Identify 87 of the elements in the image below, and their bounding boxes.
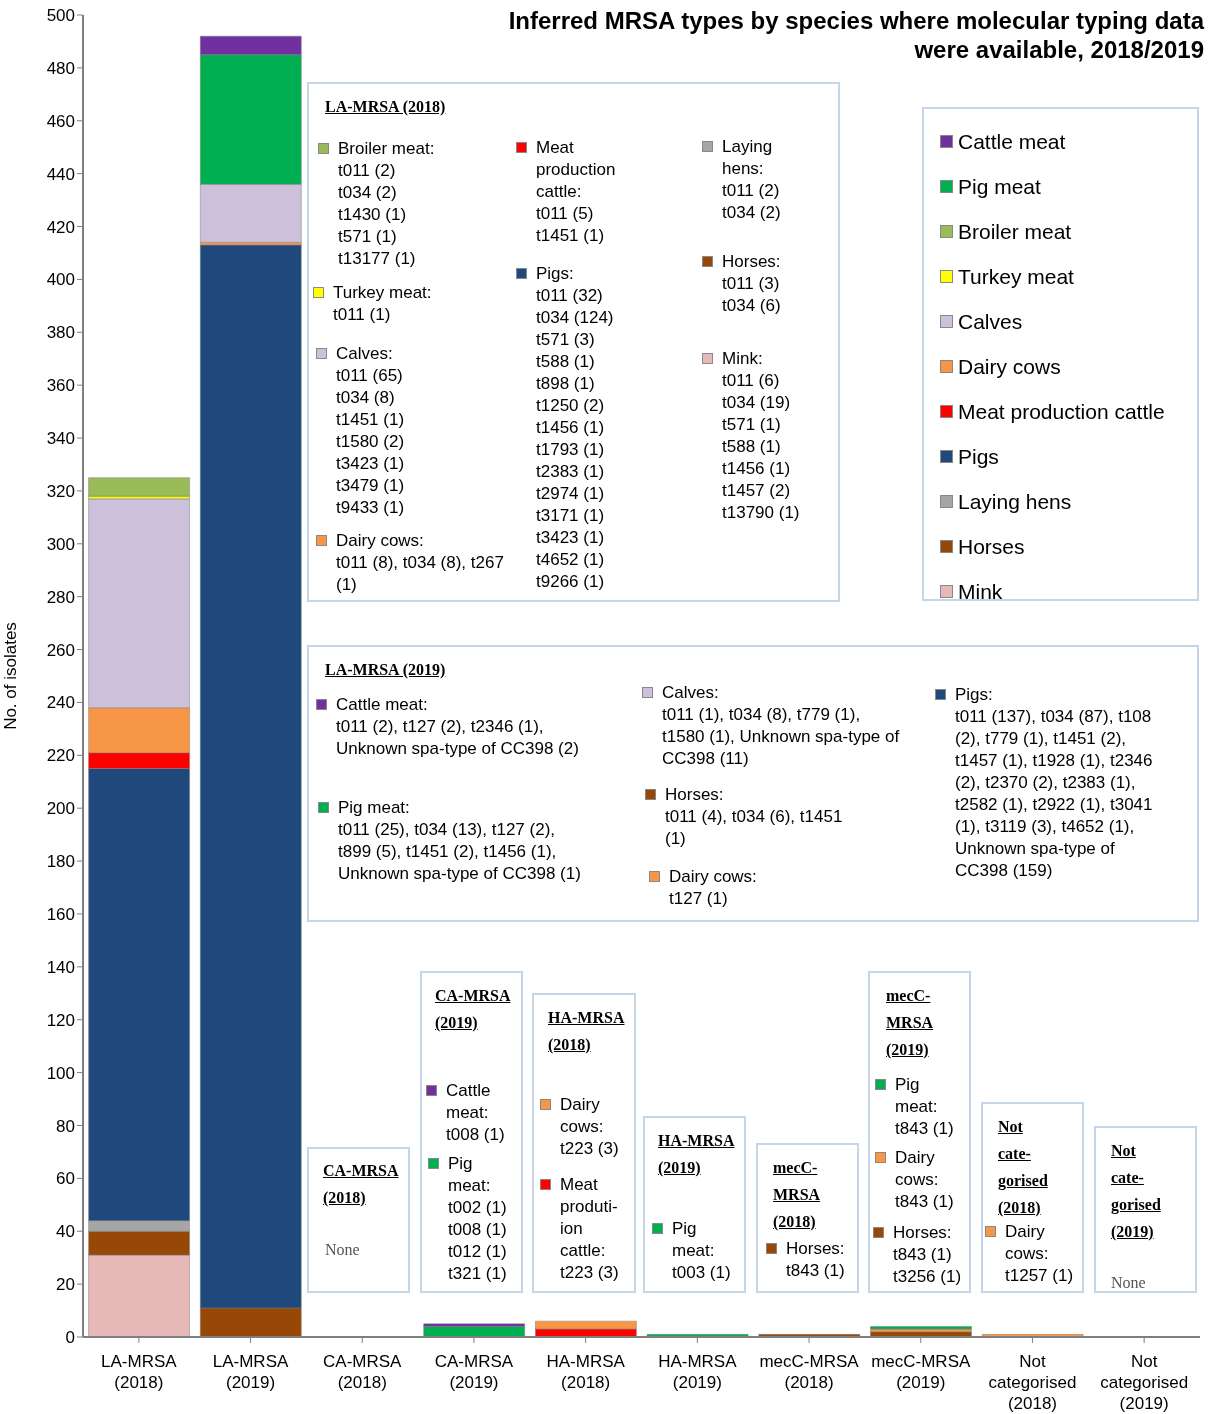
- annotation: Not cate-gorised (2018): [998, 1117, 1049, 1219]
- annotation: CA-MRSA (2019): [435, 986, 512, 1034]
- bar: [88, 477, 190, 497]
- annotation: Dairy cows: t011 (8), t034 (8), t267 (1): [336, 530, 505, 596]
- annotation: Laying hens: t011 (2) t034 (2): [722, 136, 782, 224]
- annotation: Pig meat: t002 (1) t008 (1) t012 (1) t321 (1): [448, 1153, 508, 1285]
- annotation: LA-MRSA (2019): [325, 660, 447, 681]
- y-tick-label: 360: [46, 376, 75, 396]
- legend-label: Dairy cows: [958, 354, 1061, 379]
- y-tick-label: 180: [46, 852, 75, 872]
- x-tick-label: Not categorised (2019): [1100, 1352, 1189, 1413]
- x-tick-label: mecC-MRSA (2019): [871, 1352, 971, 1392]
- annotation: Horses: t011 (4), t034 (6), t1451 (1): [665, 784, 844, 850]
- y-tick-label: 400: [46, 270, 75, 290]
- y-tick-label: 440: [46, 164, 75, 184]
- y-tick-label: 240: [46, 693, 75, 713]
- x-tick-label: LA-MRSA (2018): [101, 1352, 178, 1392]
- y-tick-label: 380: [46, 323, 75, 343]
- legend-label: Broiler meat: [958, 219, 1072, 244]
- x-tick-label: HA-MRSA (2018): [546, 1352, 626, 1392]
- annotation: Pig meat: t843 (1): [895, 1074, 955, 1140]
- y-tick-label: 200: [46, 799, 75, 819]
- x-tick-label: CA-MRSA (2019): [434, 1352, 514, 1392]
- annotation: Horses: t843 (1): [786, 1238, 846, 1282]
- annotation: HA-MRSA (2018): [548, 1008, 626, 1056]
- legend-label: Calves: [958, 309, 1023, 334]
- y-tick-label: 420: [46, 217, 75, 237]
- y-tick-label: 480: [46, 58, 75, 78]
- legend-label: Turkey meat: [958, 264, 1074, 289]
- text: Pigs: t011 (137), t034 (87), t108 (2), t779 (1), t1451 (2), t1457 (1), t1928 (1), t2346 (2), t2370 (2), t2383 (1), t2582 (1), t2922 (1), t3041 (1), t3119 (3), t4652 (1), Unknown spa-type of CC398 (159): [955, 685, 1153, 880]
- legend-label: Pigs: [958, 444, 999, 469]
- annotation: Dairy cows: t223 (3): [560, 1094, 620, 1160]
- y-tick-label: 500: [46, 6, 75, 26]
- y-tick-label: 300: [46, 534, 75, 554]
- annotation: Cattle meat: t011 (2), t127 (2), t2346 (1), Unknown spa-type of CC398 (2): [336, 694, 580, 760]
- annotation: Meat produti-ion cattle: t223 (3): [560, 1174, 620, 1284]
- y-tick-label: 280: [46, 587, 75, 607]
- annotation: CA-MRSA (2018): [323, 1161, 400, 1209]
- y-tick-label: 40: [56, 1222, 75, 1242]
- x-tick-label: HA-MRSA (2019): [658, 1352, 738, 1392]
- annotation: Meat production cattle: t011 (5) t1451 (1): [536, 137, 617, 247]
- x-tick-label: Not categorised (2018): [988, 1352, 1077, 1413]
- y-tick-label: 0: [65, 1328, 75, 1348]
- annotation: Calves: t011 (65) t034 (8) t1451 (1) t1580 (2) t3423 (1) t3479 (1) t9433 (1): [336, 343, 406, 519]
- y-tick-label: 260: [46, 640, 75, 660]
- annotation: Not cate-gorised (2019): [1111, 1141, 1162, 1243]
- y-tick-label: 220: [46, 746, 75, 766]
- annotation: mecC-MRSA (2019): [886, 986, 935, 1061]
- annotation: Calves: t011 (1), t034 (8), t779 (1), t1580 (1), Unknown spa-type of CC398 (11): [662, 682, 901, 770]
- y-tick-label: 120: [46, 1010, 75, 1030]
- x-tick-label: mecC-MRSA (2018): [759, 1352, 860, 1392]
- legend-label: Horses: [958, 534, 1025, 559]
- annotation: LA-MRSA (2018): [325, 97, 447, 118]
- y-tick-label: 20: [56, 1275, 75, 1295]
- x-tick-label: CA-MRSA (2018): [323, 1352, 403, 1392]
- text: Pigs: t011 (32) t034 (124) t571 (3) t588 (1) t898 (1) t1250 (2) t1456 (1) t1793 (1) t2383 (1) t2974 (1) t3171 (1) t3423 (1) t4652 (1) t9266 (1): [536, 264, 614, 591]
- annotation: Horses: t843 (1) t3256 (1): [893, 1222, 963, 1288]
- annotation: None: [325, 1240, 361, 1260]
- y-tick-label: 140: [46, 957, 75, 977]
- annotation: mecC-MRSA (2018): [773, 1158, 822, 1233]
- y-tick-label: 320: [46, 481, 75, 501]
- legend-label: Laying hens: [958, 489, 1072, 514]
- annotation: None: [1111, 1273, 1147, 1293]
- annotation: Turkey meat: t011 (1): [333, 282, 433, 326]
- y-axis-title: No. of isolates: [1, 622, 21, 730]
- annotation: Pig meat: t003 (1): [672, 1218, 732, 1284]
- y-tick-label: 80: [56, 1116, 75, 1136]
- y-tick-label: 340: [46, 429, 75, 449]
- annotation: Cattle meat: t008 (1): [446, 1080, 506, 1146]
- chart-title: Inferred MRSA types by species where molecular typing data were available, 2018/2019: [507, 6, 1204, 64]
- annotation: HA-MRSA (2019): [658, 1131, 736, 1179]
- y-tick-label: 460: [46, 111, 75, 131]
- annotation: Dairy cows: t843 (1): [895, 1147, 955, 1213]
- y-tick-label: 100: [46, 1063, 75, 1083]
- annotation: Dairy cows: t127 (1): [669, 866, 758, 910]
- annotation: Broiler meat: t011 (2) t034 (2) t1430 (1) t571 (1) t13177 (1): [338, 138, 436, 270]
- annotation: Dairy cows: t1257 (1): [1005, 1221, 1075, 1287]
- y-tick-label: 60: [56, 1169, 75, 1189]
- legend-label: Pig meat: [958, 174, 1041, 199]
- annotation: Horses: t011 (3) t034 (6): [722, 251, 782, 317]
- annotation: Pig meat: t011 (25), t034 (13), t127 (2), t899 (5), t1451 (2), t1456 (1), Unknown spa-type of CC398 (1): [338, 797, 582, 885]
- annotation: Mink: t011 (6) t034 (19) t571 (1) t588 (1) t1456 (1) t1457 (2) t13790 (1): [722, 348, 801, 524]
- y-tick-label: 160: [46, 904, 75, 924]
- legend-label: Cattle meat: [958, 129, 1066, 154]
- legend-label: Mink: [958, 579, 1003, 604]
- x-tick-label: LA-MRSA (2019): [212, 1352, 289, 1392]
- legend-label: Meat production cattle: [958, 399, 1165, 424]
